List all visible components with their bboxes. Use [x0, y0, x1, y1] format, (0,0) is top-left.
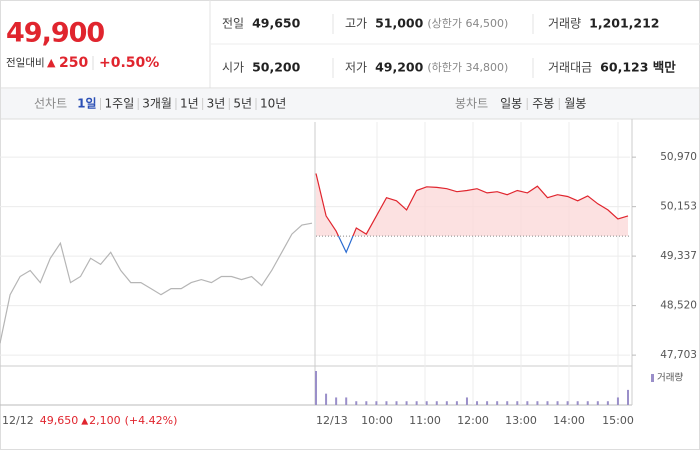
stat-value: 49,200 — [375, 60, 424, 75]
y-tick-label: 49,337 — [660, 250, 697, 262]
volume-bar — [566, 401, 569, 405]
stat-sub: (상한가 64,500) — [427, 17, 508, 30]
price: 49,900 — [6, 18, 104, 49]
tab[interactable]: 3개월 — [142, 97, 172, 111]
up-arrow: ▲ — [81, 417, 88, 427]
tab-bar — [1, 89, 699, 119]
tab-group-label: 선차트 — [34, 97, 67, 111]
volume-bar — [486, 401, 489, 405]
stat-label: 시가 — [222, 61, 244, 75]
volume-bar — [465, 397, 468, 405]
volume-bar — [556, 401, 559, 405]
footer-close: 49,650 — [40, 414, 79, 427]
stat-value: 51,000 — [375, 16, 424, 31]
volume-bar — [365, 401, 368, 405]
tab[interactable]: 1주일 — [105, 97, 135, 111]
volume-bar — [375, 401, 378, 405]
volume-bar — [335, 397, 338, 405]
tab[interactable]: 1년 — [180, 97, 199, 111]
tab[interactable]: 10년 — [260, 97, 286, 111]
volume-bar — [496, 401, 499, 405]
tab[interactable]: 월봉 — [564, 97, 586, 111]
y-tick-label: 48,520 — [660, 300, 697, 312]
stat-sub: (하한가 34,800) — [427, 60, 508, 74]
volume-bar — [395, 401, 398, 405]
change-pct: +0.50% — [99, 55, 159, 71]
up-arrow: ▲ — [47, 56, 56, 69]
tab[interactable]: 주봉 — [532, 97, 554, 111]
stat-value: 60,123 백만 — [600, 60, 676, 75]
legend-swatch — [651, 374, 654, 382]
x-tick-label: 14:00 — [553, 414, 585, 427]
stat-value: 49,650 — [252, 16, 301, 31]
legend-label: 거래량 — [657, 372, 683, 384]
volume-bar — [516, 401, 519, 405]
volume-bar — [596, 401, 599, 405]
volume-bar — [586, 401, 589, 405]
volume-bar — [415, 401, 418, 405]
x-tick-label: 10:00 — [361, 414, 393, 427]
stat-value: 1,201,212 — [589, 16, 659, 31]
stat-label: 거래대금 — [548, 61, 592, 75]
stat-label: 저가 — [345, 61, 367, 75]
volume-bar — [546, 401, 549, 405]
volume-bar — [506, 401, 509, 405]
volume-bar — [536, 401, 539, 405]
x-tick-label: 13:00 — [505, 414, 537, 427]
stat-label: 거래량 — [548, 17, 581, 31]
footer-change-pct: (+4.42%) — [125, 414, 178, 427]
volume-bar — [425, 401, 428, 405]
volume-bar — [526, 401, 529, 405]
tab-group-label: 봉차트 — [455, 97, 488, 111]
y-tick-label: 50,970 — [660, 151, 697, 163]
volume-bar — [445, 401, 448, 405]
footer-date: 12/12 — [2, 414, 34, 427]
y-tick-label: 47,703 — [660, 349, 697, 361]
volume-bar — [476, 401, 479, 405]
price-line — [0, 222, 313, 344]
footer-change: 2,100 — [89, 414, 121, 427]
volume-bar — [355, 401, 358, 405]
volume-bar — [455, 401, 458, 405]
x-tick-label: 15:00 — [602, 414, 634, 427]
x-tick-label: 11:00 — [409, 414, 441, 427]
price-area — [316, 173, 628, 237]
volume-bar — [325, 393, 328, 405]
stat-label: 전일 — [222, 17, 244, 31]
x-tick-label: 12/13 — [316, 414, 348, 427]
volume-bar — [405, 401, 408, 405]
price-line — [315, 173, 629, 237]
tab[interactable]: 5년 — [233, 97, 252, 111]
x-tick-label: 12:00 — [457, 414, 489, 427]
volume-bar — [435, 401, 438, 405]
volume-bar — [315, 371, 317, 405]
change: 250 — [59, 55, 88, 71]
y-tick-label: 50,153 — [660, 201, 697, 213]
volume-bar — [576, 401, 579, 405]
volume-bar — [385, 401, 388, 405]
volume-bar — [627, 389, 629, 405]
stat-value: 50,200 — [252, 60, 301, 75]
tab[interactable]: 3년 — [207, 97, 226, 111]
change-label: 전일대비 — [6, 56, 45, 69]
tab[interactable]: 1일 — [77, 97, 96, 111]
volume-bar — [606, 401, 609, 405]
tab[interactable]: 일봉 — [500, 97, 522, 111]
volume-bar — [616, 397, 619, 405]
volume-bar — [345, 397, 348, 405]
stat-label: 고가 — [345, 17, 367, 31]
